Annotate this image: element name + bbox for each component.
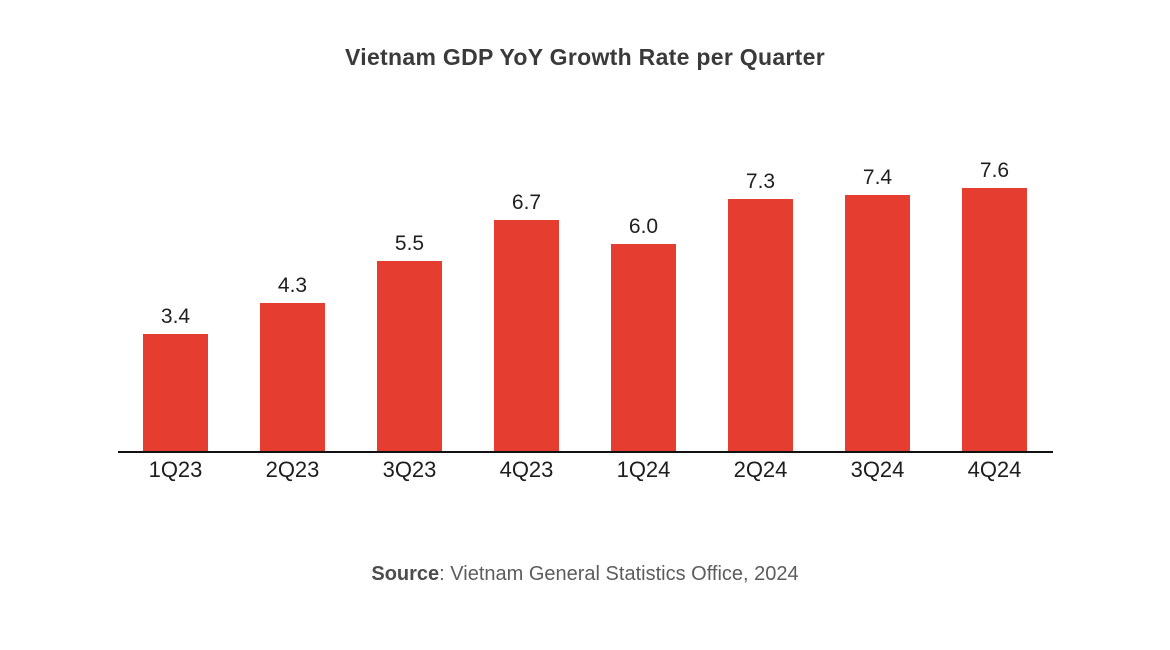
- x-tick-label: 2Q23: [265, 457, 320, 482]
- bar-value-label: 7.4: [862, 166, 893, 189]
- bar-value-label: 4.3: [277, 274, 308, 297]
- x-tick-label: 2Q24: [733, 457, 788, 482]
- bar: [728, 199, 793, 452]
- bar: [143, 334, 208, 452]
- x-axis-labels: 1Q23 2Q23 3Q23 4Q23 1Q24 2Q24 3Q24 4Q24: [117, 457, 1053, 483]
- bar-slot: 5.5: [351, 120, 468, 452]
- chart-title: Vietnam GDP YoY Growth Rate per Quarter: [345, 44, 825, 70]
- bar-value-label: 7.6: [979, 159, 1010, 182]
- bar-slot: 6.7: [468, 120, 585, 452]
- x-tick-label: 4Q23: [499, 457, 554, 482]
- x-tick-label: 1Q24: [616, 457, 671, 482]
- bar-slot: 7.4: [819, 120, 936, 452]
- bar-value-label: 6.7: [511, 191, 542, 214]
- bar-slot: 4.3: [234, 120, 351, 452]
- bar: [611, 244, 676, 452]
- source-line: Source: Vietnam General Statistics Offic…: [0, 563, 1170, 586]
- bar-slot: 3.4: [117, 120, 234, 452]
- bar: [845, 195, 910, 452]
- bar-slot: 7.3: [702, 120, 819, 452]
- bar-value-label: 5.5: [394, 232, 425, 255]
- x-axis-line: [118, 451, 1053, 453]
- x-tick-label: 3Q23: [382, 457, 437, 482]
- bar: [377, 261, 442, 452]
- bar: [494, 220, 559, 452]
- bars-area: 3.4 4.3 5.5 6.7 6.0 7.3 7.4 7.6: [117, 120, 1053, 452]
- source-label: Source: [371, 563, 440, 585]
- bar-value-label: 7.3: [745, 170, 776, 193]
- source-text: : Vietnam General Statistics Office, 202…: [439, 563, 799, 585]
- x-tick-label: 4Q24: [967, 457, 1022, 482]
- x-tick-label: 1Q23: [148, 457, 203, 482]
- bar: [962, 188, 1027, 452]
- x-tick-label: 3Q24: [850, 457, 905, 482]
- bar-slot: 6.0: [585, 120, 702, 452]
- bar-slot: 7.6: [936, 120, 1053, 452]
- bar-value-label: 3.4: [160, 305, 191, 328]
- bar-value-label: 6.0: [628, 215, 659, 238]
- bar: [260, 303, 325, 452]
